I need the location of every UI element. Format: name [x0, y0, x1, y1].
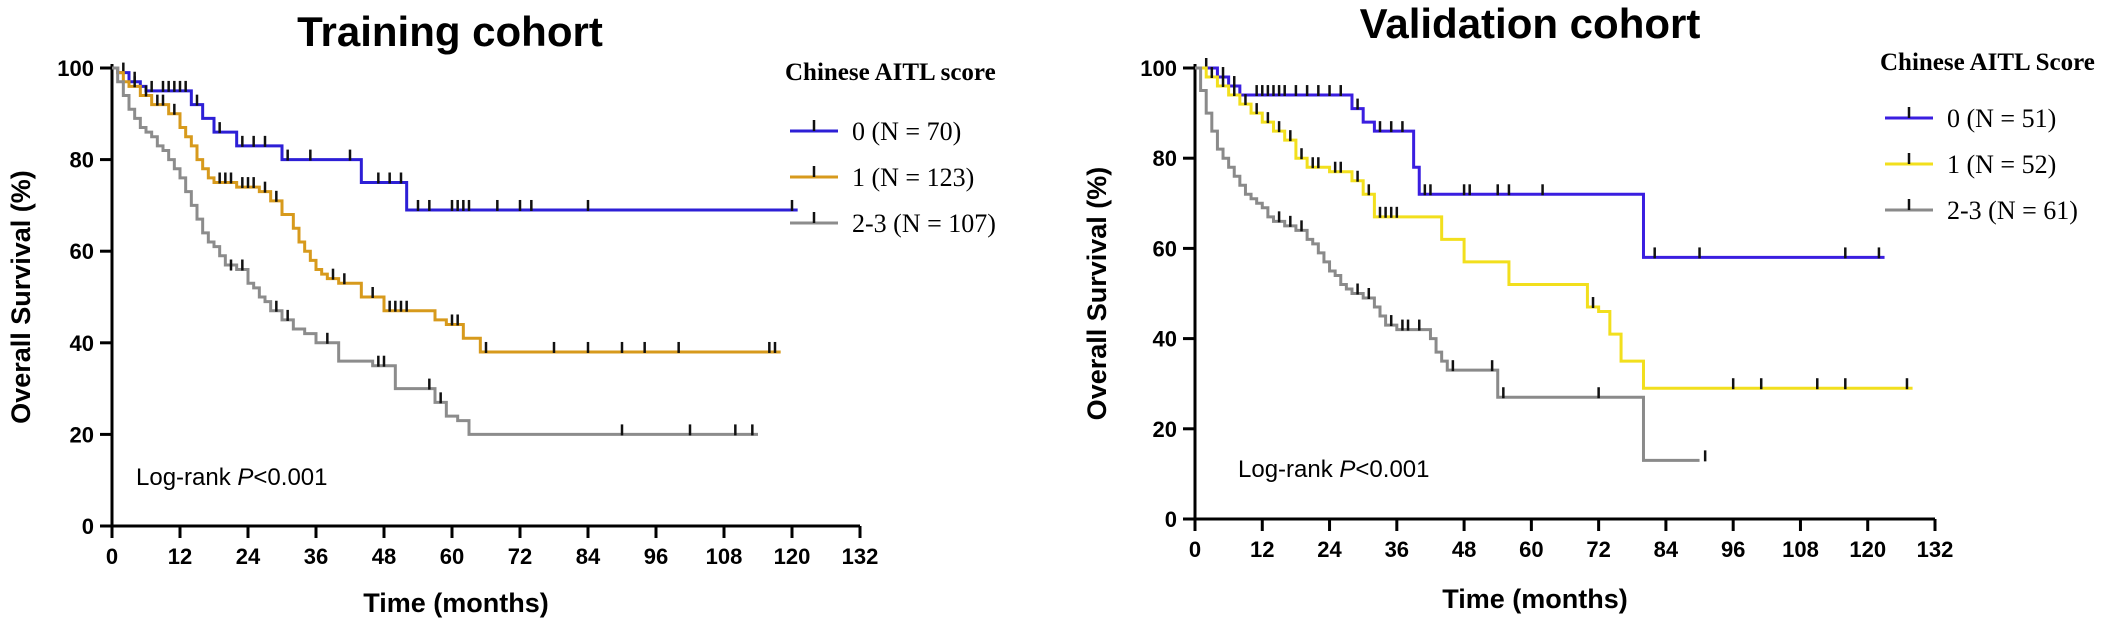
logrank-annotation: Log-rank P<0.001	[1238, 456, 1429, 483]
chart-title: Validation cohort	[1360, 0, 1701, 47]
x-tick-label: 72	[1586, 537, 1610, 562]
x-tick-label: 0	[1189, 537, 1201, 562]
x-tick-label: 60	[1519, 537, 1543, 562]
y-axis-label: Overall Survival (%)	[1082, 167, 1112, 421]
legend-label: 1 (N = 52)	[1947, 150, 2056, 179]
series-3	[1195, 66, 1707, 462]
x-axis-label: Time (months)	[363, 588, 549, 618]
series-2	[1195, 66, 1913, 390]
x-tick-label: 132	[1917, 537, 1954, 562]
y-tick-label: 60	[1153, 236, 1177, 261]
legend-item: 1 (N = 123)	[790, 163, 974, 192]
y-tick-label: 60	[70, 239, 94, 264]
y-tick-label: 80	[1153, 146, 1177, 171]
survival-curve	[112, 66, 758, 436]
x-tick-label: 24	[236, 544, 261, 569]
logrank-value: <0.001	[253, 464, 327, 491]
chart-panel-1: Training cohort 0 20 40 60 80 100 0 12 24 36 48 60 72…	[6, 8, 996, 618]
legend-item: 0 (N = 70)	[790, 117, 961, 146]
x-axis-label: Time (months)	[1442, 584, 1628, 614]
x-tick-label: 84	[1654, 537, 1679, 562]
x-tick-label: 72	[508, 544, 532, 569]
logrank-p: P	[237, 464, 253, 491]
chart-title: Training cohort	[297, 8, 603, 55]
x-tick-label: 120	[774, 544, 811, 569]
y-tick-label: 100	[57, 56, 94, 81]
legend-label: 2-3 (N = 61)	[1947, 196, 2078, 225]
series-2	[112, 66, 781, 354]
y-tick-label: 100	[1140, 56, 1177, 81]
x-tick-label: 132	[842, 544, 879, 569]
legend-item: 2-3 (N = 61)	[1885, 196, 2078, 225]
legend-title: Chinese AITL score	[785, 59, 996, 86]
x-tick-label: 48	[372, 544, 396, 569]
series-3	[112, 66, 758, 436]
x-tick-label: 12	[1250, 537, 1274, 562]
logrank-p: P	[1339, 456, 1355, 483]
y-tick-label: 0	[82, 514, 94, 539]
logrank-annotation: Log-rank P<0.001	[136, 464, 327, 491]
y-axis-label: Overall Survival (%)	[6, 170, 36, 424]
x-tick-label: 24	[1317, 537, 1342, 562]
x-tick-label: 108	[706, 544, 743, 569]
chart-panel-2: Validation cohort 0 20 40 60 80 100 0 12 24 36 48 60…	[1082, 0, 2095, 614]
x-tick-label: 12	[168, 544, 192, 569]
legend-label: 0 (N = 70)	[852, 117, 961, 146]
legend: Chinese AITL score 0 (N = 70) 1 (N = 123) 2…	[785, 59, 996, 238]
y-tick-label: 20	[70, 422, 94, 447]
legend-item: 1 (N = 52)	[1885, 150, 2056, 179]
series-1	[112, 62, 798, 212]
x-tick-label: 36	[1385, 537, 1409, 562]
y-tick-label: 80	[70, 148, 94, 173]
x-tick-label: 96	[644, 544, 668, 569]
x-tick-label: 96	[1721, 537, 1745, 562]
x-tick-label: 108	[1782, 537, 1819, 562]
x-tick-label: 120	[1849, 537, 1886, 562]
logrank-prefix: Log-rank	[136, 464, 237, 491]
y-tick-label: 0	[1165, 507, 1177, 532]
y-tick-label: 40	[1153, 327, 1177, 352]
series-1	[1195, 58, 1885, 259]
x-tick-label: 60	[440, 544, 464, 569]
legend-label: 1 (N = 123)	[852, 163, 974, 192]
y-tick-label: 20	[1153, 417, 1177, 442]
legend-title: Chinese AITL Score	[1880, 49, 2095, 76]
x-tick-label: 36	[304, 544, 328, 569]
legend-item: 0 (N = 51)	[1885, 104, 2056, 133]
survival-curve	[1195, 66, 1885, 259]
survival-curve	[112, 66, 798, 212]
legend-item: 2-3 (N = 107)	[790, 209, 996, 238]
legend: Chinese AITL Score 0 (N = 51) 1 (N = 52) 2-…	[1880, 49, 2095, 225]
x-tick-label: 48	[1452, 537, 1476, 562]
y-tick-label: 40	[70, 331, 94, 356]
survival-curve	[1195, 66, 1700, 462]
x-tick-label: 0	[106, 544, 118, 569]
legend-label: 2-3 (N = 107)	[852, 209, 996, 238]
logrank-prefix: Log-rank	[1238, 456, 1339, 483]
legend-label: 0 (N = 51)	[1947, 104, 2056, 133]
logrank-value: <0.001	[1355, 456, 1429, 483]
x-tick-label: 84	[576, 544, 601, 569]
